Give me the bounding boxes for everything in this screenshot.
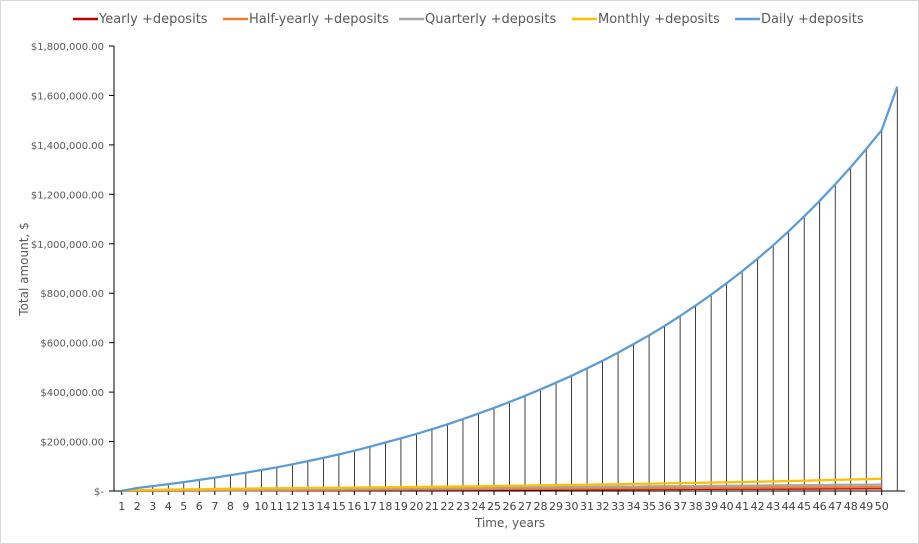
y-tick-label: $-	[94, 487, 104, 498]
x-tick-label: 39	[704, 500, 718, 513]
x-tick-label: 50	[875, 500, 889, 513]
legend: Yearly +deposits Half-yearly +deposits Qua…	[73, 12, 864, 27]
x-tick-label: 35	[642, 500, 656, 513]
legend-label: Yearly +deposits	[98, 12, 208, 27]
x-tick-label: 7	[211, 500, 218, 513]
x-tick-label: 47	[828, 500, 842, 513]
y-tick-label: $800,000.00	[40, 289, 104, 300]
x-tick-label: 45	[797, 500, 811, 513]
x-tick-label: 32	[596, 500, 610, 513]
x-tick-label: 14	[316, 500, 330, 513]
x-axis: 1 2 3 4 5 6 7 8 9 10 11 12 13 14 15 16 17 18 19 20 21 22 23 24 2…	[114, 490, 905, 513]
x-tick-label: 15	[332, 500, 346, 513]
x-tick-label: 1	[118, 500, 125, 513]
x-tick-label: 19	[394, 500, 408, 513]
x-tick-label: 5	[180, 500, 187, 513]
x-tick-label: 34	[627, 500, 641, 513]
x-tick-label: 33	[611, 500, 625, 513]
x-tick-label: 18	[378, 500, 392, 513]
x-tick-label: 13	[301, 500, 315, 513]
x-tick-label: 30	[565, 500, 579, 513]
x-tick-label: 28	[534, 500, 548, 513]
x-tick-label: 25	[487, 500, 501, 513]
y-tick-label: $1,800,000.00	[31, 42, 104, 53]
x-tick-label: 22	[440, 500, 454, 513]
legend-label: Daily +deposits	[761, 12, 864, 27]
x-tick-label: 23	[456, 500, 470, 513]
x-tick-label: 16	[347, 500, 361, 513]
y-tick-label: $1,200,000.00	[31, 190, 104, 201]
x-tick-label: 42	[751, 500, 765, 513]
series-line	[121, 86, 899, 492]
x-tick-label: 43	[766, 500, 780, 513]
x-axis-title: Time, years	[474, 516, 545, 530]
x-tick-label: 27	[518, 500, 532, 513]
x-tick-label: 9	[242, 500, 249, 513]
x-tick-label: 6	[196, 500, 203, 513]
series-lines	[121, 86, 899, 492]
x-tick-label: 46	[813, 500, 827, 513]
x-tick-label: 29	[549, 500, 563, 513]
x-tick-label: 11	[270, 500, 284, 513]
x-tick-label: 26	[503, 500, 517, 513]
x-tick-label: 10	[254, 500, 268, 513]
y-tick-label: $1,400,000.00	[31, 141, 104, 152]
series-line	[121, 477, 882, 492]
legend-label: Monthly +deposits	[598, 12, 720, 27]
drop-lines	[121, 86, 898, 491]
x-tick-label: 4	[165, 500, 172, 513]
y-tick-label: $600,000.00	[40, 339, 104, 350]
x-tick-label: 36	[658, 500, 672, 513]
y-tick-label: $1,600,000.00	[31, 91, 104, 102]
x-tick-label: 38	[689, 500, 703, 513]
x-tick-label: 21	[425, 500, 439, 513]
x-tick-label: 3	[149, 500, 156, 513]
x-tick-label: 31	[580, 500, 594, 513]
legend-label: Half-yearly +deposits	[249, 12, 389, 27]
x-tick-label: 44	[782, 500, 796, 513]
legend-label: Quarterly +deposits	[425, 12, 556, 27]
y-axis-title: Total amount, $	[17, 222, 31, 316]
x-tick-label: 17	[363, 500, 377, 513]
x-tick-label: 8	[227, 500, 234, 513]
x-tick-label: 49	[859, 500, 873, 513]
y-axis: $- $200,000.00 $400,000.00 $600,000.00 $800,…	[31, 42, 115, 498]
x-tick-label: 12	[285, 500, 299, 513]
x-tick-label: 20	[409, 500, 423, 513]
x-tick-label: 40	[720, 500, 734, 513]
x-tick-label: 48	[844, 500, 858, 513]
y-tick-label: $1,000,000.00	[31, 240, 104, 251]
x-tick-label: 41	[735, 500, 749, 513]
y-tick-label: $400,000.00	[40, 388, 104, 399]
x-tick-label: 37	[673, 500, 687, 513]
x-tick-label: 24	[471, 500, 485, 513]
y-tick-label: $200,000.00	[40, 438, 104, 449]
x-tick-label: 2	[134, 500, 141, 513]
